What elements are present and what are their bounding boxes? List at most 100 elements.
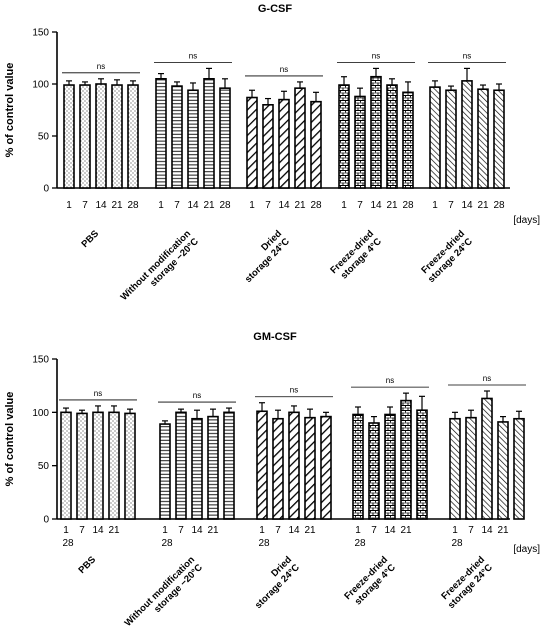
x-tick-label: 14 — [481, 525, 493, 536]
group-label: Freeze-driedstorage 24°C — [418, 228, 475, 285]
bar — [60, 411, 72, 520]
bar — [304, 416, 316, 520]
bar — [481, 397, 493, 520]
x-tick-label: 21 — [294, 200, 306, 211]
bar — [159, 423, 171, 520]
chart-title: G-CSF — [258, 3, 293, 15]
x-tick-label: 7 — [468, 525, 474, 536]
bar — [449, 417, 461, 520]
x-tick-label: 1 — [66, 200, 72, 211]
bar — [262, 104, 274, 189]
bar — [203, 78, 215, 189]
x-tick-label: 1 — [249, 200, 255, 211]
x-tick-label: 28 — [310, 200, 322, 211]
x-tick-label: 14 — [288, 525, 300, 536]
x-tick-label: 28 — [493, 200, 505, 211]
x-tick-label: 1 — [341, 200, 347, 211]
bar — [187, 89, 199, 189]
bar — [155, 78, 167, 189]
x-tick-label: 21 — [108, 525, 120, 536]
bar — [384, 413, 396, 520]
x-tick-label: 28 — [62, 538, 74, 549]
x-tick-label: 21 — [304, 525, 316, 536]
x-tick-label: 7 — [178, 525, 184, 536]
bar — [513, 417, 525, 520]
bar — [320, 415, 332, 520]
x-tick-label: 7 — [371, 525, 377, 536]
bar — [370, 75, 382, 189]
x-tick-label: 21 — [207, 525, 219, 536]
group-label: Driedstorage 24°C — [235, 228, 292, 285]
bar — [95, 83, 107, 189]
bar — [76, 412, 88, 520]
bar — [175, 411, 187, 520]
x-tick-label: 14 — [92, 525, 104, 536]
group-label: Freeze-driedstorage 4°C — [342, 554, 398, 610]
x-tick-label: 14 — [370, 200, 382, 211]
bar — [429, 86, 441, 189]
x-tick-label: 1 — [162, 525, 168, 536]
significance-label: ns — [97, 62, 105, 71]
bar — [310, 100, 322, 189]
significance-label: ns — [189, 51, 197, 60]
x-tick-label: 28 — [451, 538, 463, 549]
y-tick-label: 150 — [32, 28, 49, 39]
bar — [461, 80, 473, 189]
x-tick-label: 14 — [278, 200, 290, 211]
significance-label: ns — [280, 65, 288, 74]
significance-label: ns — [372, 51, 380, 60]
x-tick-label: 1 — [355, 525, 361, 536]
bar — [191, 417, 203, 520]
bar — [288, 411, 300, 520]
group-label: Freeze-driedstorage 4°C — [328, 228, 384, 284]
bar — [497, 421, 509, 520]
y-axis-label: % of control value — [4, 392, 16, 487]
x-tick-label: 21 — [203, 200, 215, 211]
x-tick-label: 7 — [82, 200, 88, 211]
bar — [256, 410, 268, 520]
bar — [477, 88, 489, 189]
x-tick-label: 14 — [384, 525, 396, 536]
bar — [207, 415, 219, 520]
x-tick-label: 14 — [461, 200, 473, 211]
x-tick-label: 7 — [275, 525, 281, 536]
group-label-line: Without modification — [123, 554, 198, 629]
significance-label: ns — [193, 391, 201, 400]
x-tick-label: 1 — [63, 525, 69, 536]
bar — [219, 87, 231, 189]
bar — [124, 412, 136, 520]
x-tick-label: 1 — [259, 525, 265, 536]
x-tick-label: 21 — [386, 200, 398, 211]
y-tick-label: 100 — [32, 408, 49, 419]
x-tick-label: 1 — [158, 200, 164, 211]
y-tick-label: 50 — [38, 132, 50, 143]
x-tick-label: 1 — [432, 200, 438, 211]
y-tick-label: 100 — [32, 80, 49, 91]
group-label-line: PBS — [80, 228, 102, 250]
bar — [416, 409, 428, 520]
group-label-line: PBS — [77, 554, 99, 576]
y-tick-label: 0 — [43, 184, 49, 195]
x-tick-label: 21 — [400, 525, 412, 536]
bar — [386, 84, 398, 189]
bar — [445, 89, 457, 189]
bar — [92, 411, 104, 520]
x-tick-label: 28 — [402, 200, 414, 211]
x-unit-label: [days] — [513, 215, 540, 226]
bar — [368, 422, 380, 520]
bar — [352, 413, 364, 520]
bar — [79, 84, 91, 189]
x-tick-label: 7 — [79, 525, 85, 536]
group-label: Driedstorage 24°C — [245, 554, 302, 611]
chart-title: GM-CSF — [253, 331, 297, 343]
x-unit-label: [days] — [513, 544, 540, 555]
bar — [272, 417, 284, 520]
x-tick-label: 7 — [174, 200, 180, 211]
x-tick-label: 28 — [219, 200, 231, 211]
group-label: Without modificationstorage −20°C — [123, 554, 205, 636]
bar — [223, 411, 235, 520]
x-tick-label: 14 — [187, 200, 199, 211]
bar — [108, 411, 120, 520]
y-tick-label: 150 — [32, 355, 49, 366]
